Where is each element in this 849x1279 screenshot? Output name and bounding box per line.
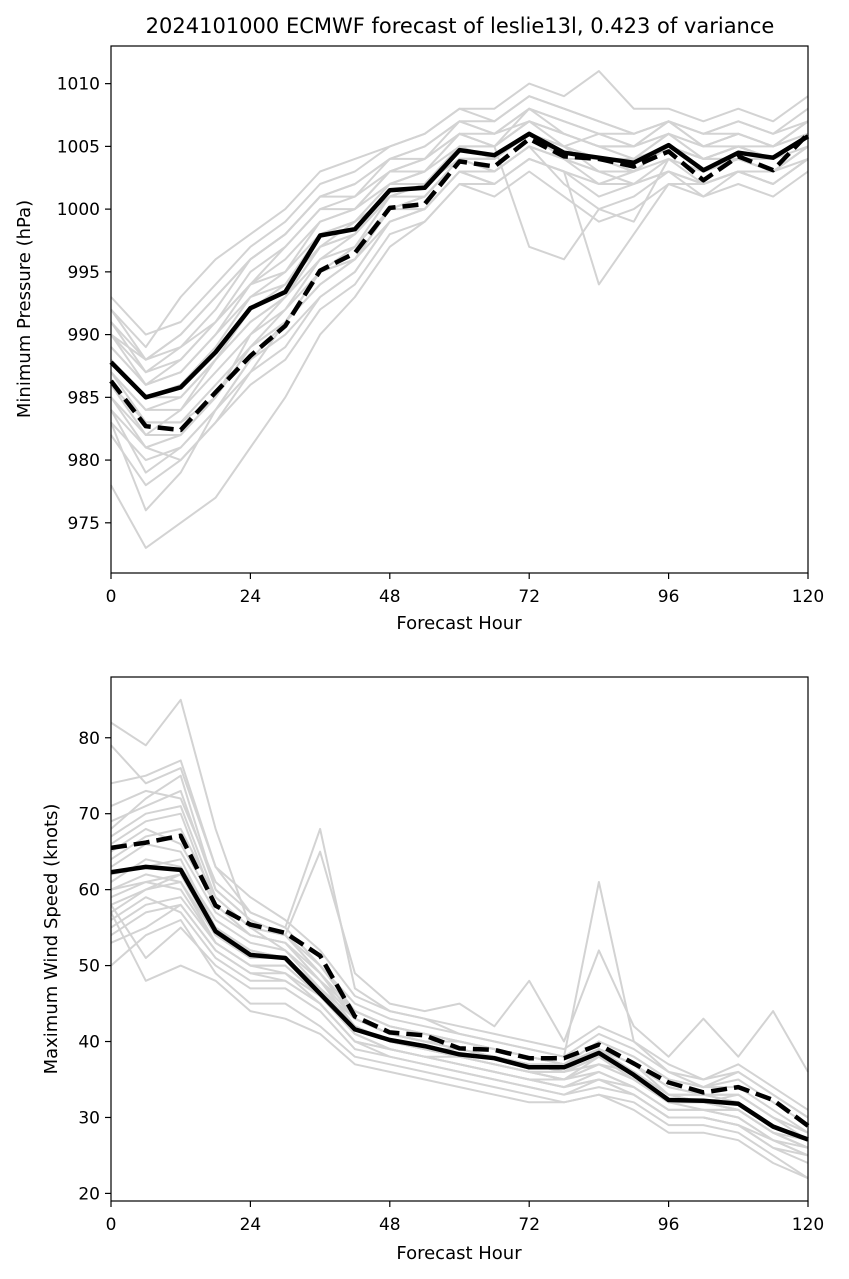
wind-ensemble-member-line xyxy=(110,881,809,1157)
pressure-chart: 0 24 48 72 96 120 975 980 985 990 995 1000 1005 1010… xyxy=(14,45,824,634)
wind-x-tick-label: 120 xyxy=(792,1215,824,1235)
wind-y-tick-label: 80 xyxy=(78,729,100,749)
wind-ensemble-member-line xyxy=(110,903,809,1157)
wind-ensemble-member-line xyxy=(110,774,809,1073)
wind-mean-lines xyxy=(110,833,810,1142)
pressure-x-tick-label: 24 xyxy=(240,587,262,607)
pressure-y-tick-label: 1000 xyxy=(57,200,100,220)
pressure-x-tick-label: 0 xyxy=(106,587,117,607)
pressure-y-tick-label: 995 xyxy=(68,263,100,283)
pressure-y-tick-label: 1005 xyxy=(57,137,100,157)
wind-ensemble-member-line xyxy=(110,911,809,1180)
pressure-solid-mean-line xyxy=(109,131,810,400)
pressure-ensemble-member-line xyxy=(110,132,809,411)
pressure-ensemble-member-line xyxy=(110,70,809,349)
pressure-ensemble-member-line xyxy=(110,157,809,462)
pressure-y-tick-label: 985 xyxy=(68,388,100,408)
wind-x-tick-label: 72 xyxy=(518,1215,540,1235)
pressure-y-tick-label: 1010 xyxy=(57,75,100,95)
pressure-dashed-mean-line xyxy=(109,132,810,433)
pressure-ensemble-member-line xyxy=(110,132,809,399)
wind-solid-mean-line xyxy=(110,864,809,1142)
wind-y-axis-label: Maximum Wind Speed (knots) xyxy=(41,804,62,1075)
pressure-ensemble-member-line xyxy=(110,120,809,386)
wind-dashed-mean-line xyxy=(110,833,810,1128)
pressure-x-axis-label: Forecast Hour xyxy=(396,613,522,634)
wind-y-tick-label: 50 xyxy=(78,957,100,977)
wind-x-tick-label: 48 xyxy=(379,1215,401,1235)
pressure-ensemble-member-line xyxy=(110,95,809,361)
pressure-x-tick-label: 120 xyxy=(792,587,824,607)
wind-ensemble-member-line xyxy=(110,896,809,1164)
pressure-y-axis-label: Minimum Pressure (hPa) xyxy=(14,200,35,418)
wind-y-tick-label: 20 xyxy=(78,1184,100,1204)
wind-y-ticks: 20 30 40 50 60 70 80 xyxy=(78,729,111,1204)
pressure-ensemble-member-line xyxy=(110,132,809,424)
pressure-mean-lines xyxy=(109,131,810,433)
wind-y-tick-label: 40 xyxy=(78,1033,100,1053)
pressure-x-tick-label: 96 xyxy=(658,587,680,607)
wind-y-tick-label: 70 xyxy=(78,805,100,825)
pressure-ensemble-member-line xyxy=(110,132,809,424)
wind-ensemble-member-line xyxy=(110,759,809,1119)
wind-x-axis-label: Forecast Hour xyxy=(396,1243,522,1264)
wind-ensemble-member-line xyxy=(110,805,809,1134)
pressure-x-tick-label: 48 xyxy=(379,587,401,607)
pressure-plot-frame xyxy=(110,45,809,574)
wind-x-tick-label: 24 xyxy=(240,1215,262,1235)
wind-plot-frame xyxy=(110,676,809,1202)
wind-ensemble-member-line xyxy=(110,789,809,1126)
wind-x-tick-label: 96 xyxy=(658,1215,680,1235)
wind-ensemble-lines xyxy=(110,698,809,1180)
wind-ensemble-member-line xyxy=(110,919,809,1180)
pressure-ensemble-member-line xyxy=(110,145,809,512)
pressure-ensemble-member-line xyxy=(110,95,809,336)
pressure-ensemble-member-line xyxy=(110,132,809,411)
pressure-ensemble-lines xyxy=(110,70,809,549)
wind-ensemble-member-line xyxy=(110,881,809,1149)
wind-ensemble-member-line xyxy=(110,873,809,1149)
wind-x-tick-label: 0 xyxy=(106,1215,117,1235)
pressure-x-tick-label: 72 xyxy=(518,587,540,607)
wind-x-ticks: 0 24 48 72 96 120 xyxy=(106,1201,824,1235)
wind-ensemble-member-line xyxy=(110,789,809,1134)
wind-chart: 0 24 48 72 96 120 20 30 40 50 60 70 80 Forecast Hou… xyxy=(41,676,824,1264)
pressure-ensemble-member-line xyxy=(110,157,809,487)
pressure-y-tick-label: 975 xyxy=(68,514,100,534)
pressure-y-tick-label: 980 xyxy=(68,451,100,471)
pressure-x-ticks: 0 24 48 72 96 120 xyxy=(106,573,824,607)
wind-y-tick-label: 60 xyxy=(78,881,100,901)
pressure-y-ticks: 975 980 985 990 995 1000 1005 1010 xyxy=(57,75,111,534)
wind-y-tick-label: 30 xyxy=(78,1108,100,1128)
figure-title: 2024101000 ECMWF forecast of leslie13l, … xyxy=(146,14,775,38)
pressure-y-tick-label: 990 xyxy=(68,326,100,346)
